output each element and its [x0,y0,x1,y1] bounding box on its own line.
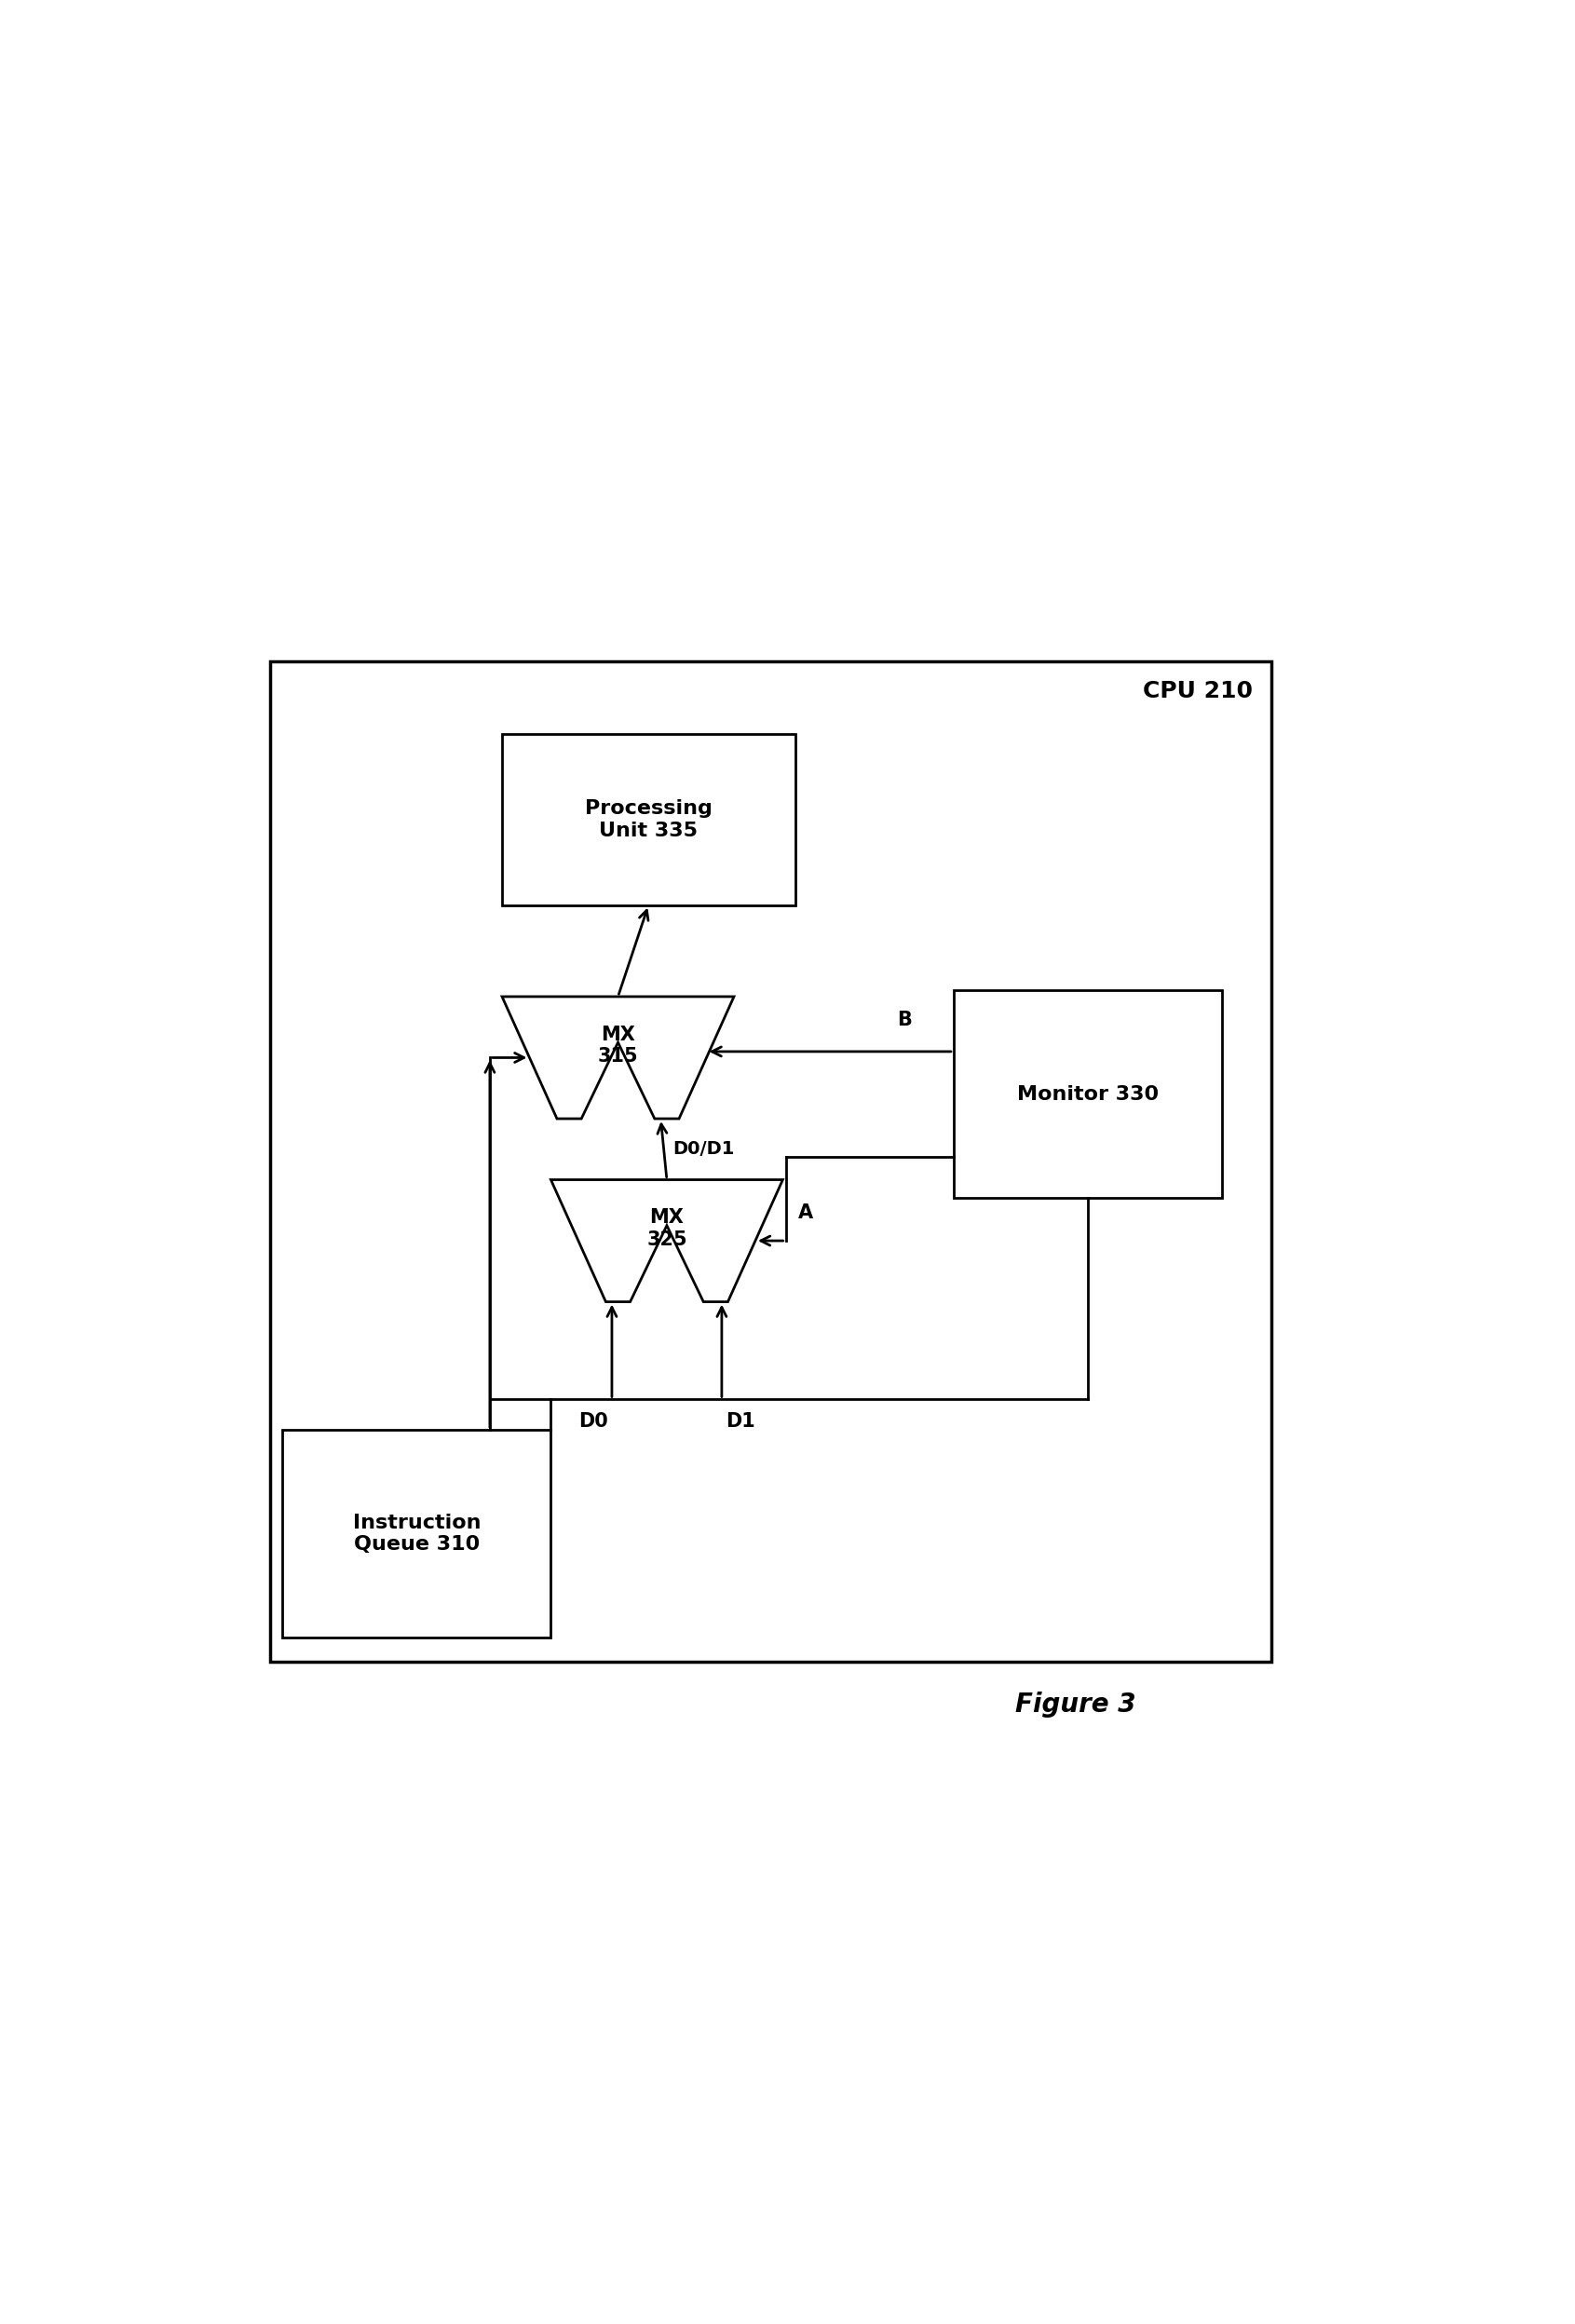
Text: D0: D0 [578,1411,608,1429]
Text: A: A [799,1204,813,1222]
Text: B: B [898,1011,912,1030]
Polygon shape [551,1181,783,1301]
Bar [502,734,795,904]
Text: MX
325: MX 325 [646,1208,687,1248]
Bar [271,660,1271,1662]
Text: Monitor 330: Monitor 330 [1017,1085,1159,1104]
Text: CPU 210: CPU 210 [1143,681,1252,702]
Bar [282,1429,551,1638]
Text: Instruction
Queue 310: Instruction Queue 310 [353,1513,480,1555]
Text: D1: D1 [724,1411,754,1429]
Text: Processing
Unit 335: Processing Unit 335 [584,799,712,839]
Text: MX
315: MX 315 [597,1025,638,1067]
Text: D0/D1: D0/D1 [673,1141,736,1157]
Text: Figure 3: Figure 3 [1016,1692,1136,1717]
Bar [954,990,1222,1199]
Polygon shape [502,997,734,1118]
